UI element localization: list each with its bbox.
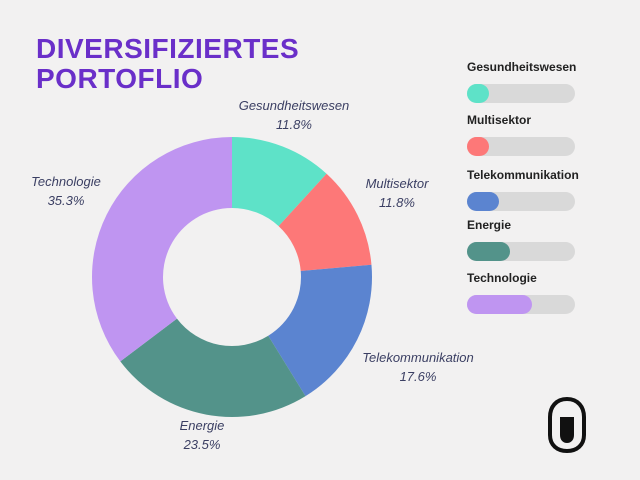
legend-bar-fill [467, 84, 489, 103]
chart-title-line-1: DIVERSIFIZIERTES [36, 33, 300, 64]
legend-bar-fill [467, 137, 489, 156]
slice-label-category: Telekommunikation [362, 350, 474, 365]
legend-bar-track [467, 192, 575, 211]
slice-label-category: Energie [180, 418, 225, 433]
legend-label: Technologie [467, 271, 537, 285]
legend-label: Telekommunikation [467, 168, 579, 182]
slice-label-value: 17.6% [400, 369, 437, 384]
legend-label: Gesundheitswesen [467, 60, 577, 74]
legend-label: Multisektor [467, 113, 532, 127]
slice-label-value: 11.8% [379, 195, 415, 210]
slice-label-value: 11.8% [276, 117, 312, 132]
slice-label-category: Gesundheitswesen [239, 98, 350, 113]
chart-title: DIVERSIFIZIERTES PORTOFLIO [36, 34, 299, 94]
donut-slice-telekommunikation [268, 264, 372, 397]
legend-bar-track [467, 84, 575, 103]
legend-bar-fill [467, 192, 500, 211]
legend-bar-track [467, 295, 575, 314]
slice-label-value: 35.3% [48, 193, 85, 208]
slice-label-category: Multisektor [366, 176, 430, 191]
brand-logo-icon [548, 397, 586, 453]
legend-bar-track [467, 242, 575, 261]
legend-bar-fill [467, 295, 532, 314]
donut-slice-gesundheitswesen [232, 137, 327, 227]
slice-label-value: 23.5% [183, 437, 221, 452]
legend-bar-track [467, 137, 575, 156]
slice-label-category: Technologie [31, 174, 101, 189]
legend-label: Energie [467, 218, 512, 232]
legend-bar-fill [467, 242, 511, 261]
donut-slice-technologie [91, 137, 232, 362]
donut-slice-multisektor [278, 173, 372, 271]
donut-slice-energie [120, 318, 306, 417]
chart-title-line-2: PORTOFLIO [36, 63, 204, 94]
